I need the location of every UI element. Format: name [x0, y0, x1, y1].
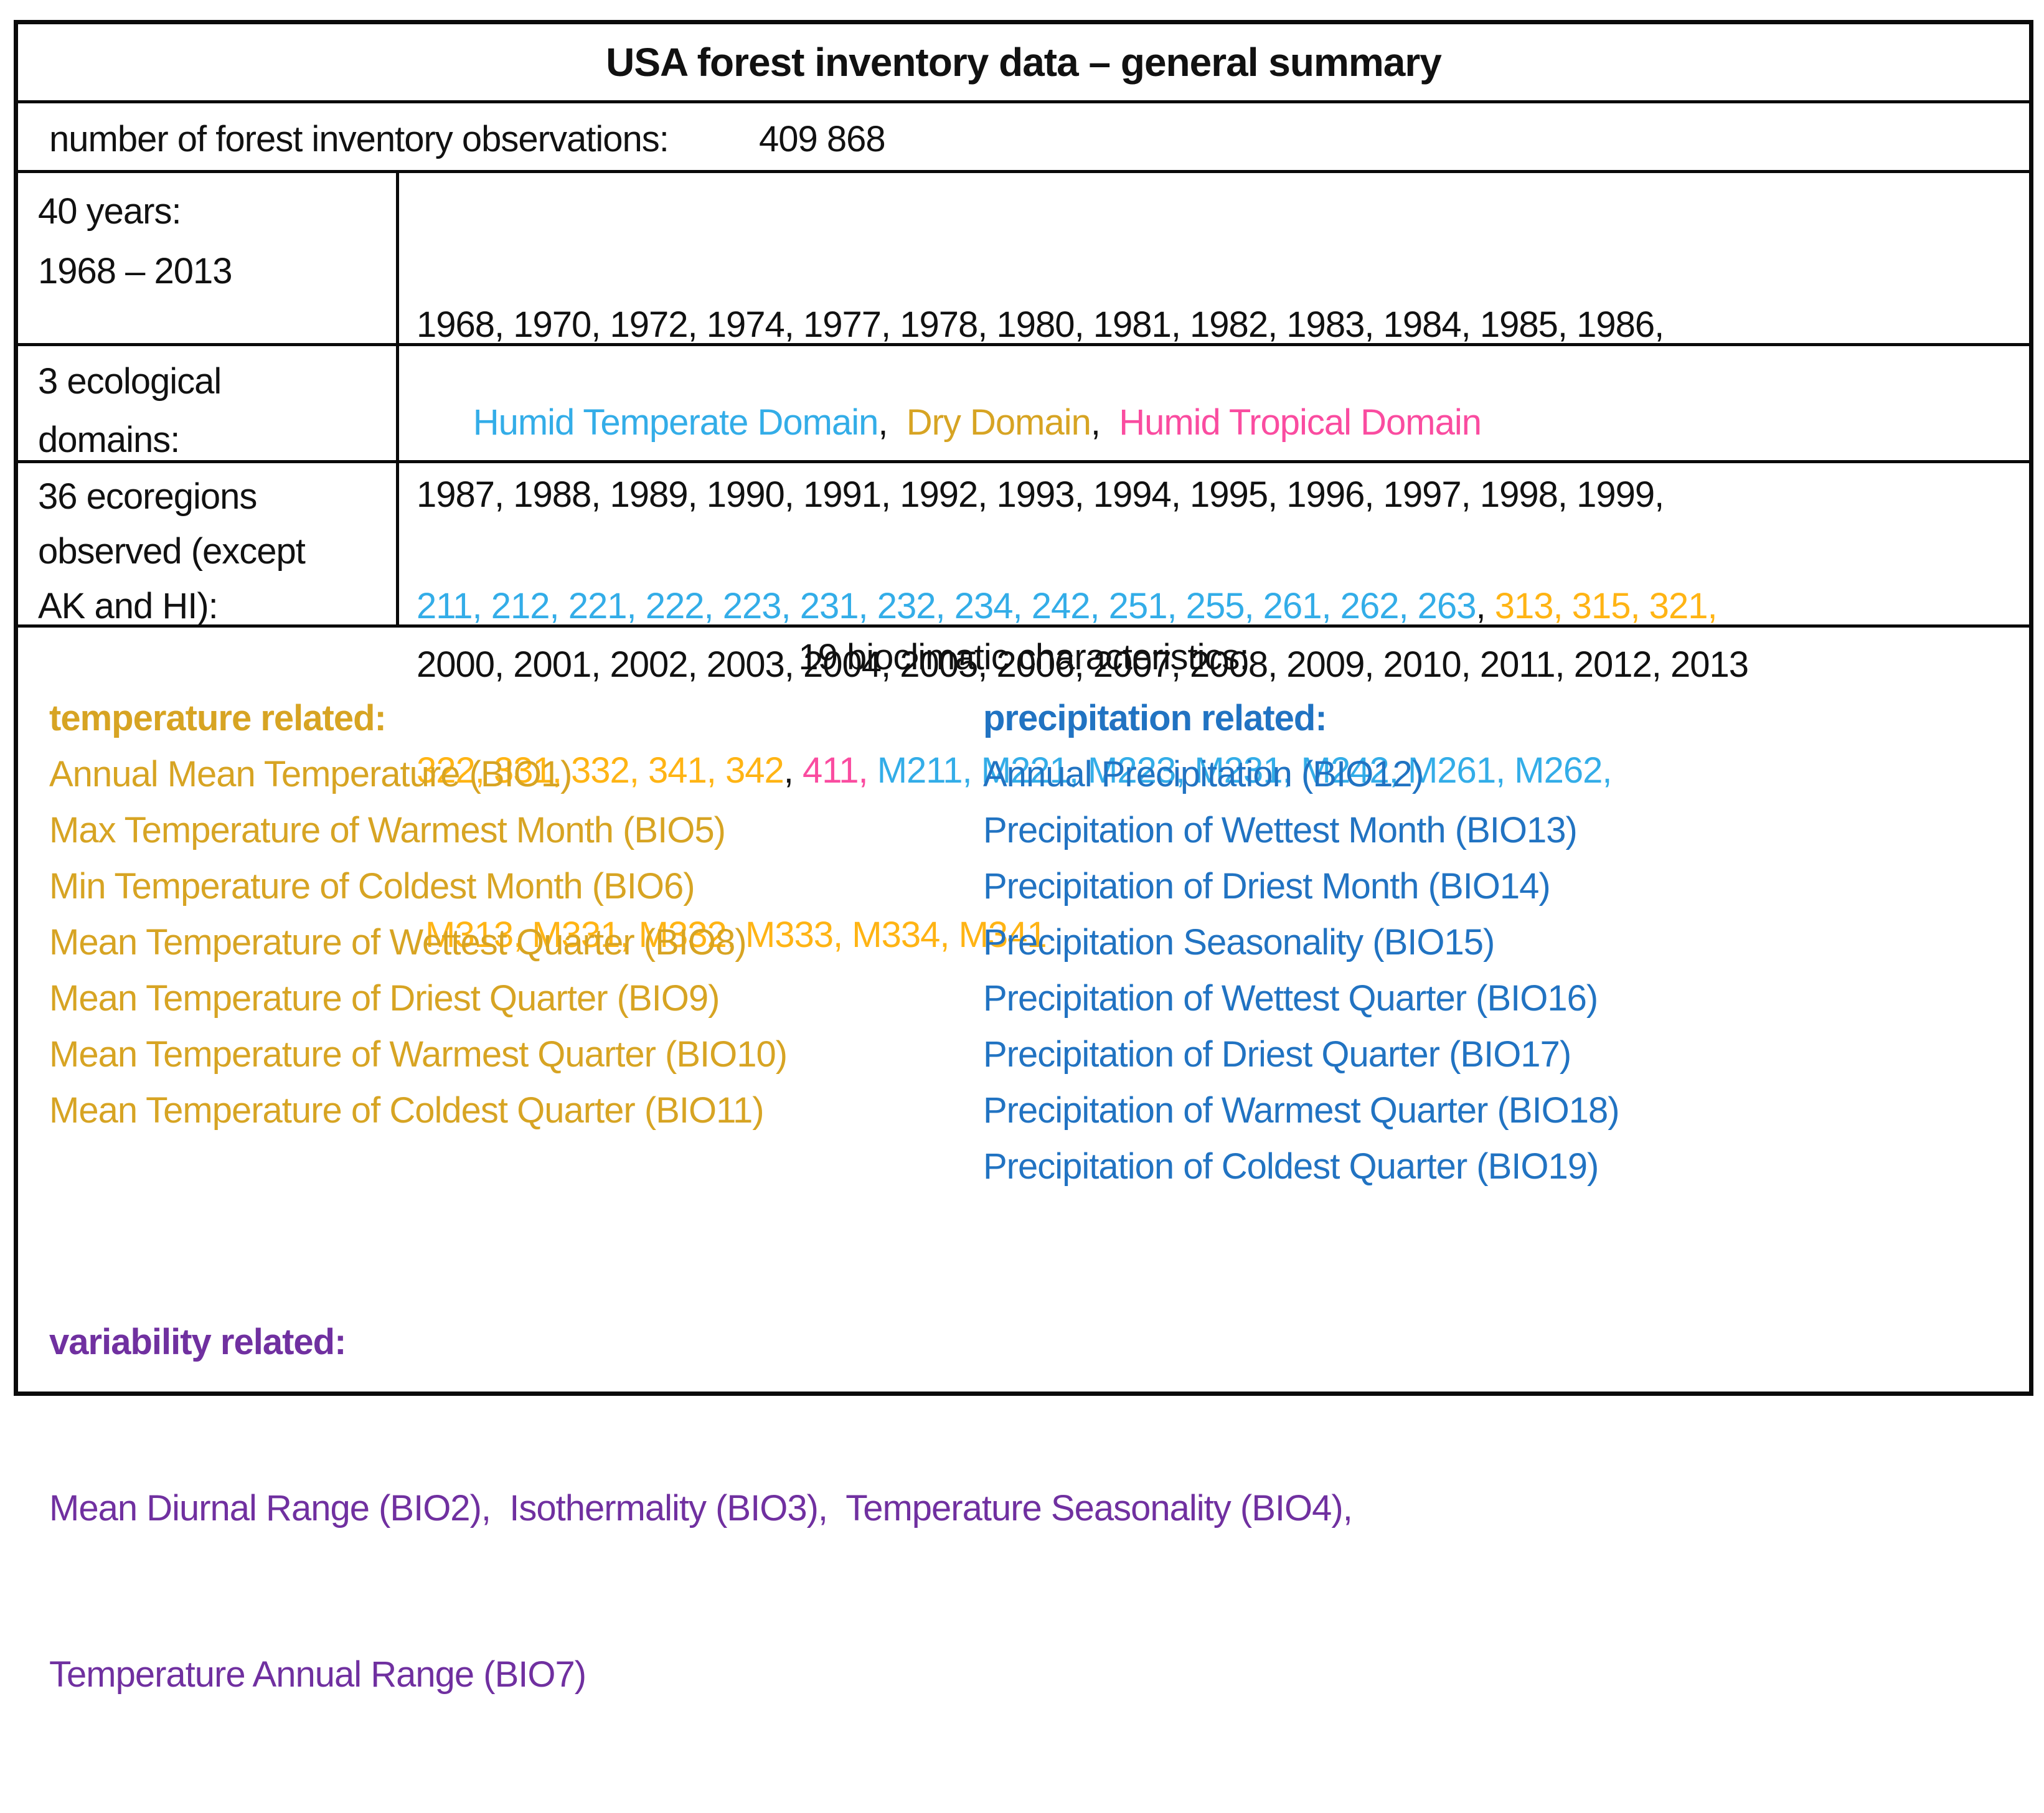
variability-heading: variability related: — [49, 1322, 346, 1362]
variability-item: Mean Diurnal Range (BIO2), Isothermality… — [49, 1488, 1353, 1528]
summary-table: USA forest inventory data – general summ… — [14, 20, 2033, 1695]
precipitation-item: Precipitation Seasonality (BIO15) — [983, 922, 1495, 963]
temperature-item: Mean Temperature of Coldest Quarter (BIO… — [49, 1090, 765, 1131]
temperature-item: Annual Mean Temperature (BIO1) — [49, 754, 572, 794]
separator: , — [1476, 586, 1495, 626]
precipitation-item: Precipitation of Wettest Quarter (BIO16) — [983, 978, 1598, 1019]
separator: , — [878, 402, 907, 443]
table-title: USA forest inventory data – general summ… — [606, 40, 1442, 85]
precipitation-item: Precipitation of Coldest Quarter (BIO19) — [983, 1146, 1599, 1187]
observations-value: 409 868 — [758, 119, 886, 159]
bioclimatic-heading: 19 bioclimatic characteristics: — [798, 637, 1249, 677]
domains-value-cell: Humid Temperate Domain, Dry Domain, Humi… — [399, 346, 2029, 460]
ecoregions-label-line: AK and HI): — [38, 586, 219, 626]
bioclimatic-columns: temperature related: Annual Mean Tempera… — [18, 690, 2029, 1195]
domain-name: Humid Tropical Domain — [1119, 402, 1482, 443]
years-label-cell: 40 years: 1968 – 2013 — [18, 173, 399, 343]
precipitation-column: precipitation related: Annual Precipitat… — [983, 690, 2029, 1195]
temperature-item: Mean Temperature of Driest Quarter (BIO9… — [49, 978, 720, 1019]
separator: , — [783, 750, 803, 791]
temperature-item: Mean Temperature of Wettest Quarter (BIO… — [49, 922, 747, 963]
domains-label-line: 3 ecological — [38, 361, 222, 402]
ecoregions-line: M313, M331, M332, M333, M334, M341 — [417, 908, 2029, 963]
years-label-line: 40 years: — [38, 191, 182, 232]
ecoregions-label-line: 36 ecoregions — [38, 476, 257, 517]
temperature-item: Min Temperature of Coldest Month (BIO6) — [49, 866, 695, 906]
precipitation-heading: precipitation related: — [983, 698, 1327, 738]
ecoregion-codes: 313, 315, 321, — [1494, 586, 1718, 626]
ecoregion-codes: 411, — [803, 750, 869, 791]
precipitation-item: Precipitation of Warmest Quarter (BIO18) — [983, 1090, 1620, 1131]
ecoregions-value-cell: 211, 212, 221, 222, 223, 231, 232, 234, … — [399, 463, 2029, 955]
temperature-item: Mean Temperature of Warmest Quarter (BIO… — [49, 1034, 788, 1075]
ecoregion-codes: 211, 212, 221, 222, 223, 231, 232, 234, … — [417, 586, 1476, 626]
variability-item: Temperature Annual Range (BIO7) — [49, 1654, 586, 1695]
ecoregions-row: 36 ecoregions observed (except AK and HI… — [18, 460, 2029, 955]
separator: , — [1090, 402, 1119, 443]
temperature-item: Max Temperature of Warmest Month (BIO5) — [49, 810, 726, 850]
ecoregion-codes: M211, M221, M223, M231, M242, M261, M262… — [867, 750, 1613, 791]
variability-section: variability related: Mean Diurnal Range … — [18, 1203, 2029, 1813]
years-row: 40 years: 1968 – 2013 1968, 1970, 1972, … — [18, 170, 2029, 685]
ecoregions-label-cell: 36 ecoregions observed (except AK and HI… — [18, 463, 399, 626]
years-line: 2000, 2001, 2002, 2003, 2004, 2005, 2006… — [417, 644, 1749, 685]
bioclimatic-row: 19 bioclimatic characteristics: temperat… — [18, 624, 2029, 1813]
ecoregion-codes: M313, M331, M332, M333, M334, M341 — [425, 915, 1047, 955]
ecoregions-label-line: observed (except — [38, 531, 306, 572]
domains-label-line: domains: — [38, 420, 180, 460]
observations-row: number of forest inventory observations:… — [18, 100, 2029, 170]
domain-name: Dry Domain — [906, 402, 1091, 443]
precipitation-item: Precipitation of Driest Quarter (BIO17) — [983, 1034, 1571, 1075]
observations-label: number of forest inventory observations: — [49, 119, 669, 159]
years-value-cell: 1968, 1970, 1972, 1974, 1977, 1978, 1980… — [399, 173, 2029, 685]
years-label-line: 1968 – 2013 — [38, 251, 233, 291]
domains-row: 3 ecological domains: Humid Temperate Do… — [18, 343, 2029, 460]
domains-label-cell: 3 ecological domains: — [18, 346, 399, 460]
ecoregions-line: 211, 212, 221, 222, 223, 231, 232, 234, … — [417, 579, 2029, 634]
ecoregion-codes: 322, 331, 332, 341, 342 — [417, 750, 784, 791]
precipitation-item: Annual Precipitation (BIO12) — [983, 754, 1424, 794]
precipitation-item: Precipitation of Wettest Month (BIO13) — [983, 810, 1578, 850]
temperature-heading: temperature related: — [49, 698, 387, 738]
years-line: 1987, 1988, 1989, 1990, 1991, 1992, 1993… — [417, 474, 1664, 515]
temperature-column: temperature related: Annual Mean Tempera… — [49, 690, 983, 1195]
ecoregions-line: 322, 331, 332, 341, 342, 411, M211, M221… — [417, 743, 2029, 798]
precipitation-item: Precipitation of Driest Month (BIO14) — [983, 866, 1551, 906]
domain-name: Humid Temperate Domain — [473, 402, 879, 443]
years-line: 1968, 1970, 1972, 1974, 1977, 1978, 1980… — [417, 304, 1664, 345]
